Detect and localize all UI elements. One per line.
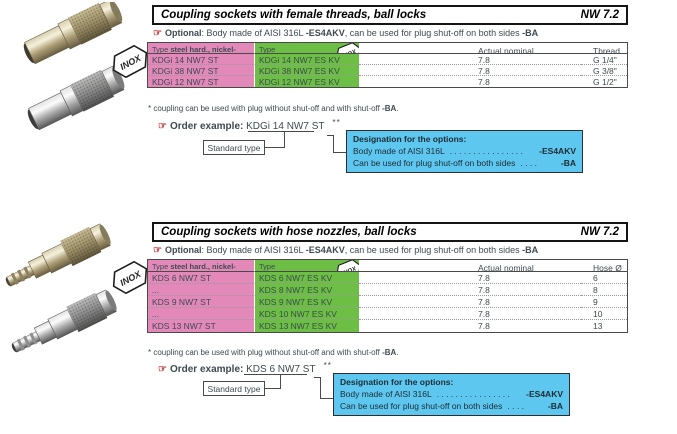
coupler-brass-nozzle: [5, 223, 111, 287]
section-title: Coupling sockets with hose nozzles, ball…: [161, 226, 417, 238]
svg-text:INOX: INOX: [341, 49, 358, 54]
table-cell: ...: [148, 308, 255, 320]
designation-title: Designation for the options:: [340, 377, 454, 387]
designation-line: Can be used for plug shut-off on both si…: [353, 158, 576, 168]
table-cell: KDS 13 NW7 ST: [148, 320, 255, 332]
table-cell: 7.8: [478, 321, 490, 331]
table-cell: 7.8: [359, 272, 581, 284]
table-cell: 7.8: [359, 284, 581, 296]
table-cell: 10: [581, 308, 627, 320]
table-cell: ...: [148, 284, 255, 296]
table-cell: G 1/4": [581, 54, 627, 65]
connector-line: [314, 377, 321, 378]
table-cell: 8: [581, 284, 627, 296]
connector-line: [320, 377, 321, 399]
order-example-stars: **: [332, 118, 341, 127]
order-example: ☞ Order example: KDGi 14 NW7 ST **: [158, 118, 341, 132]
inox-badge-icon: INOX: [112, 44, 148, 79]
order-example-value: KDS 6 NW7 ST: [246, 364, 316, 375]
pointing-hand-icon: ☞: [153, 28, 162, 39]
connector-line: [280, 374, 281, 389]
table-cell: 7.8: [478, 77, 490, 87]
order-example: ☞ Order example: KDS 6 NW7 ST **: [158, 361, 332, 375]
size-code: NW 7.2: [580, 226, 619, 238]
table-cell: 7.8: [359, 296, 581, 308]
connector-line: [284, 131, 285, 148]
standard-type-label-box: Standard type: [203, 381, 265, 396]
standard-type-label-box: Standard type: [203, 140, 265, 155]
table-cell: KDGi 14 NW7 ST: [148, 54, 255, 65]
pointing-hand-icon: ☞: [153, 245, 162, 256]
inox-badge-icon: INOX: [112, 260, 148, 295]
table-cell: 7.8: [359, 65, 581, 76]
table-cell: KDS 13 NW7 ES KV: [255, 320, 359, 332]
table-footnote: * coupling can be used with plug without…: [148, 104, 399, 113]
table-cell: 13: [593, 321, 603, 331]
table-cell: KDGi 14 NW7 ES KV: [255, 54, 359, 65]
table-cell: G 1/2": [593, 77, 617, 87]
designation-line: Body made of AISI 316L . . . . . . . . .…: [340, 389, 563, 399]
options-designation-box: Designation for the options: Body made o…: [346, 130, 583, 173]
section-title: Coupling sockets with female threads, ba…: [161, 9, 427, 21]
product-photo-female-sockets: [23, 2, 125, 131]
section-header-hose: Coupling sockets with hose nozzles, ball…: [152, 222, 628, 242]
hose-nozzle-table: Type steel hard., nickel-pl./brass nicke…: [147, 259, 628, 333]
table-cell: G 3/8": [581, 65, 627, 76]
table-cell: 7.8: [359, 54, 581, 65]
table-cell: KDS 9 NW7 ES KV: [255, 296, 359, 308]
table-cell: 7.8: [359, 308, 581, 320]
table-cell: 6: [581, 272, 627, 284]
connector-line: [244, 374, 307, 375]
table-cell: KDS 6 NW7 ES KV: [255, 272, 359, 284]
col-header-standard: Type steel hard., nickel-pl./brass nicke…: [148, 43, 255, 54]
table-cell: KDS 6 NW7 ST: [148, 272, 255, 284]
female-thread-table: Type steel hard., nickel-pl./brass nicke…: [147, 42, 628, 88]
table-cell: KDS 8 NW7 ES KV: [255, 284, 359, 296]
table-cell: KDS 10 NW7 ES KV: [255, 308, 359, 320]
optional-note: ☞ Optional: Body made of AISI 316L -ES4AK…: [153, 245, 539, 256]
section-header-female: Coupling sockets with female threads, ba…: [152, 5, 628, 25]
optional-note: ☞ Optional: Body made of AISI 316L -ES4AK…: [153, 28, 539, 39]
coupler-steel-nozzle: [11, 289, 117, 353]
connector-line: [265, 388, 280, 389]
connector-line: [320, 398, 333, 399]
col-header-inox: Typestainless steel* INOX: [255, 260, 359, 272]
connector-line: [333, 152, 346, 153]
table-cell: 9: [581, 296, 627, 308]
inox-mini-badge-icon: INOX: [336, 43, 359, 54]
order-example-stars: **: [323, 361, 332, 370]
table-cell: KDGi 38 NW7 ES KV: [255, 65, 359, 76]
designation-line: Body made of AISI 316L . . . . . . . . .…: [353, 146, 576, 156]
designation-title: Designation for the options:: [353, 134, 467, 144]
col-header-width: Actual nominalwidth: [359, 260, 581, 272]
order-example-value: KDGi 14 NW7 ST: [246, 121, 325, 132]
designation-line: Can be used for plug shut-off on both si…: [340, 401, 563, 411]
col-header-thread: Threadfemale: [581, 43, 627, 54]
table-footnote: * coupling can be used with plug without…: [148, 348, 399, 357]
col-header-standard: Type steel hard., nickel-pl./brass nicke…: [148, 260, 255, 272]
connector-line: [265, 147, 284, 148]
connector-line: [248, 131, 314, 132]
table-cell: KDGi 12 NW7 ST: [148, 76, 255, 87]
table-cell: KDGi 38 NW7 ST: [148, 65, 255, 76]
col-header-hose: Hose Øinternal: [581, 260, 627, 272]
coupler-brass: [23, 2, 123, 65]
coupler-steel: [27, 65, 125, 131]
inox-mini-badge-icon: INOX: [336, 260, 359, 272]
options-designation-box: Designation for the options: Body made o…: [333, 373, 570, 416]
svg-text:INOX: INOX: [341, 266, 358, 272]
col-header-width: Actual nominalwidth: [359, 43, 581, 54]
table-cell: KDS 9 NW7 ST: [148, 296, 255, 308]
connector-line: [333, 135, 334, 153]
connector-line: [327, 135, 334, 136]
table-cell: KDGi 12 NW7 ES KV: [255, 76, 359, 87]
product-photo-hose-sockets: [5, 223, 117, 353]
pointing-hand-icon: ☞: [158, 121, 167, 132]
size-code: NW 7.2: [580, 9, 619, 21]
col-header-inox: Typestainless steel* INOX: [255, 43, 359, 54]
pointing-hand-icon: ☞: [158, 364, 167, 375]
